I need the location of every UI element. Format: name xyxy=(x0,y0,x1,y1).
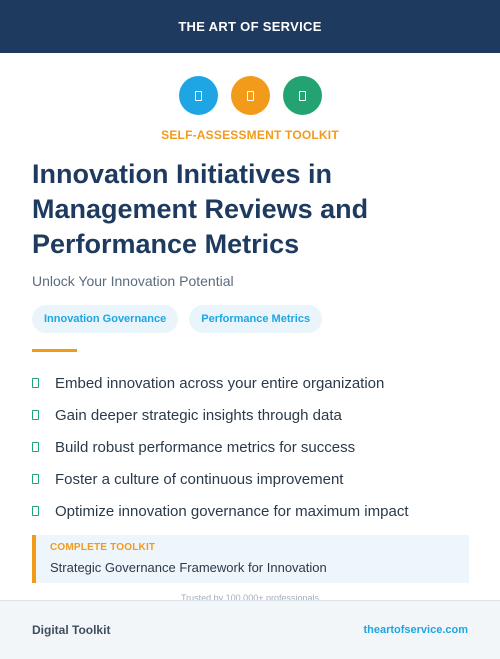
document-icon xyxy=(282,76,322,115)
eyebrow-label: SELF-ASSESSMENT TOOLKIT xyxy=(161,128,339,142)
benefit-text: Build robust performance metrics for suc… xyxy=(55,438,356,456)
callout-label: COMPLETE TOOLKIT xyxy=(50,542,156,553)
list-item: Embed innovation across your entire orga… xyxy=(32,367,408,399)
checkbox-icon xyxy=(32,474,39,484)
list-item: Optimize innovation governance for maxim… xyxy=(32,495,408,527)
tag-list: Innovation Governance Performance Metric… xyxy=(32,305,323,333)
trusted-note: Trusted by 100,000+ professionals xyxy=(180,593,319,600)
checkbox-icon xyxy=(32,410,39,420)
footer: Digital Toolkit theartofservice.com xyxy=(0,600,500,659)
benefit-text: Optimize innovation governance for maxim… xyxy=(55,502,409,520)
tag-pill: Innovation Governance xyxy=(32,305,179,333)
document-icon xyxy=(178,76,218,115)
checkbox-icon xyxy=(32,378,39,388)
benefit-text: Foster a culture of continuous improveme… xyxy=(55,470,344,488)
checkbox-icon xyxy=(32,442,39,452)
top-banner: THE ART OF SERVICE xyxy=(0,0,500,53)
benefit-text: Gain deeper strategic insights through d… xyxy=(55,406,342,424)
benefit-list: Embed innovation across your entire orga… xyxy=(32,367,408,527)
tag-pill: Performance Metrics xyxy=(189,305,323,333)
callout-text: Strategic Governance Framework for Innov… xyxy=(50,560,327,575)
brand-name: THE ART OF SERVICE xyxy=(178,19,322,34)
accent-divider xyxy=(32,349,77,352)
toolkit-callout: COMPLETE TOOLKIT Strategic Governance Fr… xyxy=(32,535,469,583)
website-link[interactable]: theartofservice.com xyxy=(363,624,468,636)
list-item: Gain deeper strategic insights through d… xyxy=(32,399,408,431)
footer-label: Digital Toolkit xyxy=(32,623,111,637)
page-title: Innovation Initiatives in Management Rev… xyxy=(32,159,369,259)
icon-row xyxy=(0,76,500,115)
subtitle: Unlock Your Innovation Potential xyxy=(32,273,234,289)
checkbox-icon xyxy=(32,506,39,516)
benefit-text: Embed innovation across your entire orga… xyxy=(55,374,385,392)
list-item: Foster a culture of continuous improveme… xyxy=(32,463,408,495)
list-item: Build robust performance metrics for suc… xyxy=(32,431,408,463)
document-icon xyxy=(230,76,270,115)
